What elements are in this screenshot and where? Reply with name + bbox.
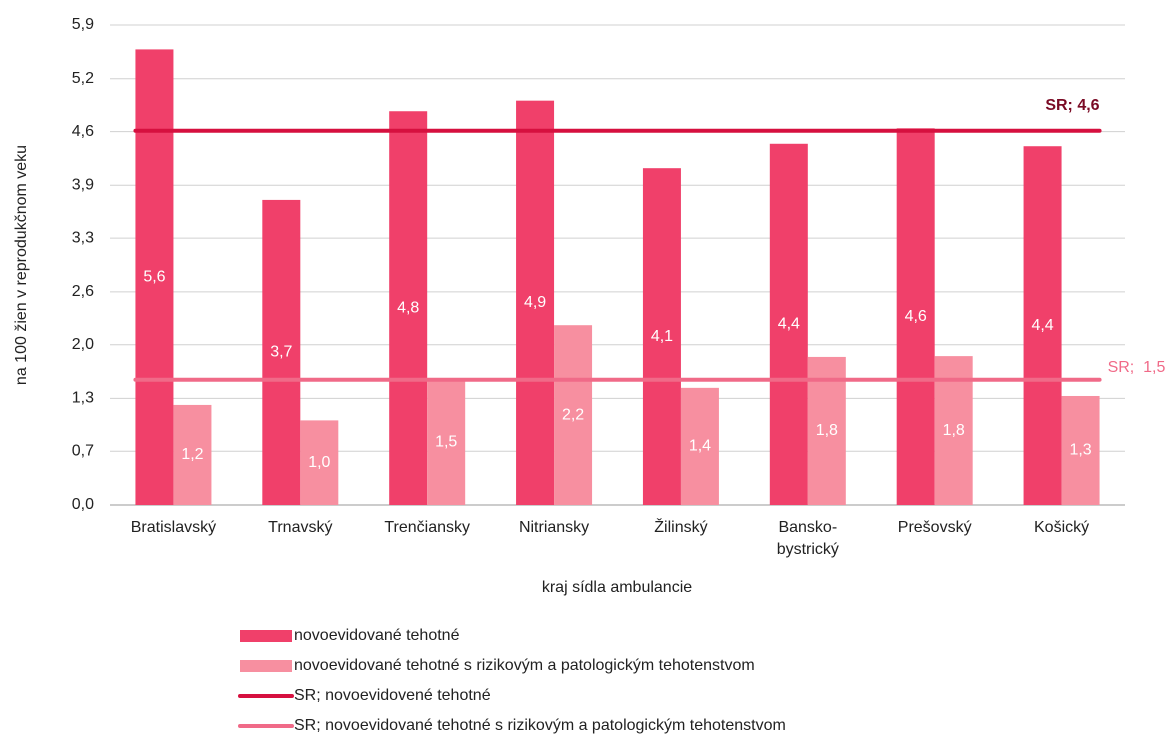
bar <box>1023 146 1062 505</box>
x-tick-label: Bansko-bystrický <box>777 519 839 558</box>
legend-label: novoevidované tehotné <box>294 627 460 644</box>
y-tick-label: 1,3 <box>72 390 94 407</box>
data-label: 1,4 <box>689 438 711 455</box>
data-label: 4,4 <box>1031 317 1053 334</box>
x-tick-label: Žilinský <box>654 517 707 536</box>
bar <box>262 199 301 505</box>
x-tick-label: Nitriansky <box>519 519 589 536</box>
data-label: 4,8 <box>397 299 419 316</box>
data-label: 1,3 <box>1069 442 1091 459</box>
data-label: 1,8 <box>943 422 965 439</box>
x-tick-label: Prešovský <box>898 519 972 536</box>
legend-label: SR; novoevidované tehotné s rizikovým a … <box>294 717 786 734</box>
data-label: 4,6 <box>905 308 927 325</box>
legend-swatch <box>240 660 292 672</box>
data-label: 3,7 <box>270 344 292 361</box>
bar <box>1061 395 1100 505</box>
bar <box>680 387 719 505</box>
data-label: 1,0 <box>308 454 330 471</box>
y-tick-label: 5,9 <box>72 16 94 33</box>
reference-label: SR; 1,5 <box>1108 359 1166 376</box>
y-tick-label: 0,7 <box>72 443 94 460</box>
x-axis-label: kraj sídla ambulancie <box>542 579 692 596</box>
bar <box>389 111 428 505</box>
data-label: 1,2 <box>181 446 203 463</box>
data-label: 2,2 <box>562 406 584 423</box>
reference-label: SR; 4,6 <box>1045 97 1099 114</box>
data-label: 4,4 <box>778 316 800 333</box>
data-label: 4,9 <box>524 294 546 311</box>
y-tick-label: 3,3 <box>72 229 94 246</box>
x-tick-label: Trnavský <box>268 519 332 536</box>
x-tick-label: Trenčiansky <box>384 519 470 536</box>
y-axis-label: na 100 žien v reprodukčnom veku <box>13 145 30 385</box>
bar <box>554 325 593 505</box>
legend-swatch <box>240 630 292 642</box>
bar <box>173 404 212 505</box>
bar <box>769 143 808 505</box>
y-tick-label: 2,6 <box>72 283 94 300</box>
data-label: 1,8 <box>816 422 838 439</box>
bar <box>516 100 555 506</box>
bar <box>896 128 935 506</box>
legend-label: novoevidované tehotné s rizikovým a pato… <box>294 657 755 674</box>
x-tick-label: Bratislavský <box>131 519 216 536</box>
y-tick-label: 2,0 <box>72 336 94 353</box>
bar <box>135 49 174 506</box>
x-tick-label: Košický <box>1034 519 1089 536</box>
bar <box>300 420 339 505</box>
bar <box>427 379 466 505</box>
y-tick-label: 0,0 <box>72 496 94 513</box>
bar <box>642 168 681 505</box>
y-tick-label: 3,9 <box>72 176 94 193</box>
legend-label: SR; novoevidovené tehotné <box>294 687 491 704</box>
data-label: 1,5 <box>435 434 457 451</box>
data-label: 4,1 <box>651 328 673 345</box>
y-tick-label: 4,6 <box>72 123 94 140</box>
data-label: 5,6 <box>143 268 165 285</box>
y-tick-label: 5,2 <box>72 70 94 87</box>
